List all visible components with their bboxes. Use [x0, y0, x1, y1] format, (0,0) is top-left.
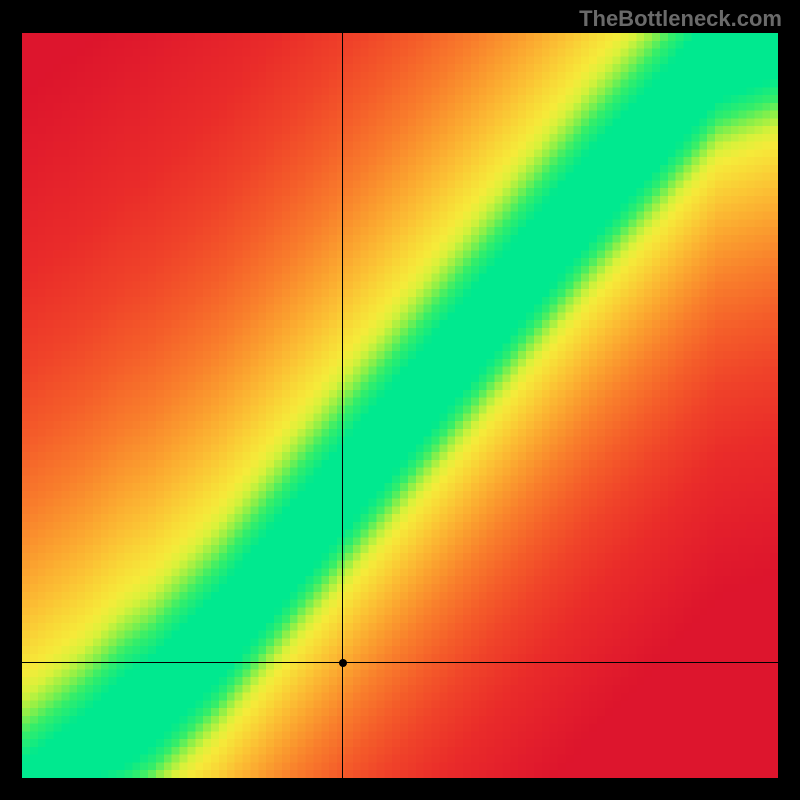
crosshair-horizontal — [22, 662, 778, 663]
plot-area — [22, 33, 778, 778]
watermark-text: TheBottleneck.com — [579, 6, 782, 32]
chart-frame: TheBottleneck.com — [0, 0, 800, 800]
crosshair-point — [339, 659, 347, 667]
heatmap-canvas — [22, 33, 778, 778]
